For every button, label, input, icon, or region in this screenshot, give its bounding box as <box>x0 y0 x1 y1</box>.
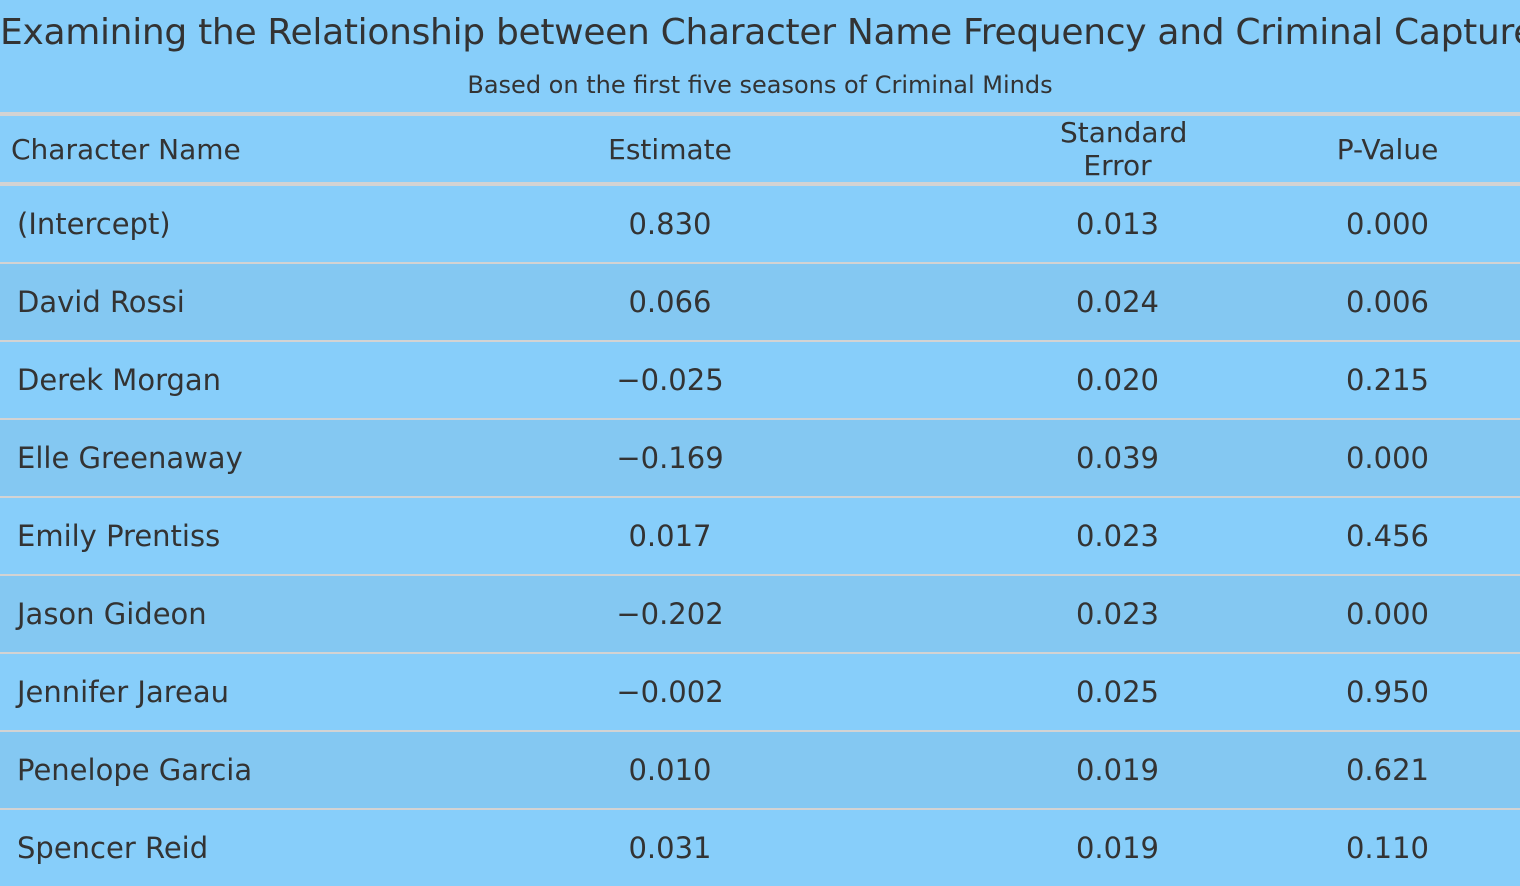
cell-p-value: 0.006 <box>1175 262 1520 341</box>
cell-standard-error: 0.013 <box>1075 207 1160 241</box>
cell-estimate: −0.202 <box>440 574 900 653</box>
cell-p-value: 0.215 <box>1175 340 1520 419</box>
column-header-standard-error: Standard Error <box>900 114 1187 186</box>
cell-standard-error: 0.023 <box>900 574 1175 653</box>
cell-standard-error: 0.019 <box>900 808 1175 886</box>
cell-character-name: Derek Morgan <box>0 340 440 419</box>
table-row: (Intercept) 0.830 0.013 0.000 <box>0 184 1520 263</box>
cell-estimate: 0.830 <box>628 207 712 241</box>
table-title: Examining the Relationship between Chara… <box>0 12 1520 53</box>
cell-character-name: Penelope Garcia <box>0 730 440 809</box>
cell-character-name: Elle Greenaway <box>0 418 440 497</box>
cell-p-value: 0.621 <box>1175 730 1520 809</box>
cell-p-value: 0.000 <box>1175 574 1520 653</box>
cell-estimate: 0.010 <box>440 730 900 809</box>
table-row: David Rossi 0.066 0.024 0.006 <box>0 262 1520 341</box>
table-row: Jason Gideon −0.202 0.023 0.000 <box>0 574 1520 653</box>
table-row: Penelope Garcia 0.010 0.019 0.621 <box>0 730 1520 809</box>
cell-standard-error: 0.023 <box>900 496 1175 575</box>
table-row: Jennifer Jareau −0.002 0.025 0.950 <box>0 652 1520 731</box>
cell-standard-error: 0.025 <box>900 652 1175 731</box>
cell-standard-error: 0.024 <box>900 262 1175 341</box>
results-table: Character Name Estimate Standard Error P… <box>0 112 1520 886</box>
cell-estimate: −0.002 <box>440 652 900 731</box>
column-header-character-name: Character Name <box>0 114 440 186</box>
cell-character-name: (Intercept) <box>17 207 171 241</box>
cell-character-name: Jennifer Jareau <box>0 652 440 731</box>
table-row: Derek Morgan −0.025 0.020 0.215 <box>0 340 1520 419</box>
cell-estimate: −0.169 <box>440 418 900 497</box>
table-subtitle: Based on the first five seasons of Crimi… <box>467 71 1053 99</box>
cell-estimate: −0.025 <box>440 340 900 419</box>
cell-character-name: Spencer Reid <box>0 808 440 886</box>
table-row: Emily Prentiss 0.017 0.023 0.456 <box>0 496 1520 575</box>
cell-estimate: 0.066 <box>440 262 900 341</box>
cell-standard-error: 0.019 <box>900 730 1175 809</box>
table-row: Elle Greenaway −0.169 0.039 0.000 <box>0 418 1520 497</box>
cell-p-value: 0.110 <box>1175 808 1520 886</box>
cell-character-name: Jason Gideon <box>0 574 440 653</box>
header-row: Character Name Estimate Standard Error P… <box>0 114 1520 186</box>
column-header-estimate: Estimate <box>440 114 900 186</box>
cell-p-value: 0.000 <box>1345 207 1430 241</box>
cell-p-value: 0.000 <box>1175 418 1520 497</box>
cell-estimate: 0.017 <box>440 496 900 575</box>
cell-character-name: David Rossi <box>0 262 440 341</box>
column-header-p-value: P-Value <box>1175 114 1520 186</box>
cell-standard-error: 0.020 <box>900 340 1175 419</box>
cell-p-value: 0.950 <box>1175 652 1520 731</box>
cell-estimate: 0.031 <box>440 808 900 886</box>
cell-standard-error: 0.039 <box>900 418 1175 497</box>
cell-p-value: 0.456 <box>1175 496 1520 575</box>
table-row: Spencer Reid 0.031 0.019 0.110 <box>0 808 1520 886</box>
cell-character-name: Emily Prentiss <box>0 496 440 575</box>
